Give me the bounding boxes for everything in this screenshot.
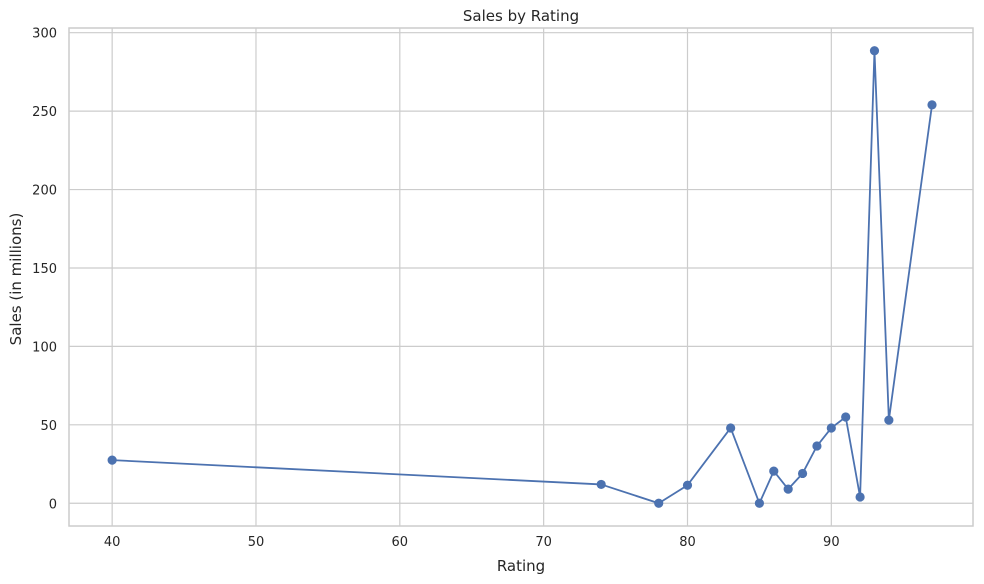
chart-title: Sales by Rating — [463, 7, 579, 25]
data-point — [107, 455, 117, 465]
series-line — [112, 49, 933, 505]
data-point — [726, 423, 736, 433]
data-point — [654, 498, 664, 508]
data-point — [797, 468, 808, 479]
x-tick-label: 90 — [823, 535, 840, 550]
y-tick-label: 50 — [40, 419, 57, 434]
y-tick-label: 200 — [32, 184, 57, 199]
x-tick-label: 70 — [535, 535, 552, 550]
data-point — [812, 441, 822, 451]
data-point — [769, 466, 779, 476]
data-point — [826, 423, 836, 433]
y-tick-label: 0 — [49, 497, 57, 512]
data-point — [855, 492, 865, 502]
data-point — [783, 484, 793, 494]
y-tick-label: 100 — [32, 340, 57, 355]
data-point — [841, 412, 851, 422]
y-tick-label: 150 — [32, 262, 57, 277]
plot-frame — [68, 27, 974, 527]
x-tick-label: 50 — [248, 535, 265, 550]
x-tick-label: 40 — [104, 535, 121, 550]
data-point — [754, 498, 765, 508]
x-tick-label: 80 — [679, 535, 696, 550]
y-axis-label: Sales (in millions) — [7, 213, 25, 346]
data-point — [869, 46, 880, 56]
data-point — [884, 415, 894, 425]
x-tick-labels: 40 50 60 70 80 90 — [104, 535, 840, 550]
series-layer — [107, 46, 937, 508]
data-point — [682, 480, 693, 490]
y-tick-label: 250 — [32, 105, 57, 120]
data-point — [927, 100, 937, 110]
y-tick-labels: 0 50 100 150 200 250 300 — [32, 27, 57, 513]
y-tick-label: 300 — [32, 27, 57, 42]
data-point — [596, 479, 606, 490]
x-tick-label: 60 — [392, 535, 409, 550]
grid-lines — [69, 28, 973, 526]
x-axis-label: Rating — [497, 557, 545, 575]
